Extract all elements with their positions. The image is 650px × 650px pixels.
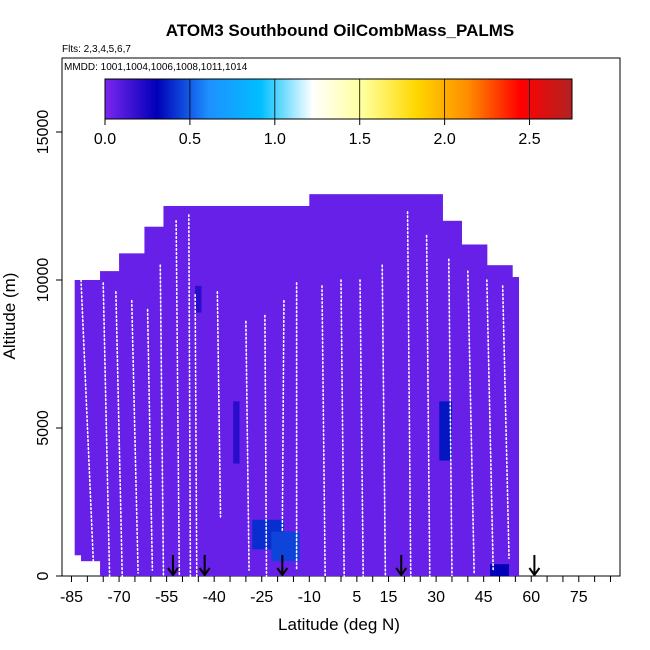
heatmap-column <box>512 277 520 576</box>
chart-title: ATOM3 Southbound OilCombMass_PALMS <box>166 21 515 40</box>
x-tick-label: -85 <box>60 589 83 606</box>
x-tick-label: -25 <box>250 589 273 606</box>
heatmap-column <box>461 244 488 577</box>
arrow-head <box>276 567 289 577</box>
heatmap-column <box>245 206 310 576</box>
flight-track <box>281 299 285 533</box>
y-tick-label: 5000 <box>35 410 52 446</box>
x-tick-label: 5 <box>352 589 361 606</box>
x-tick-label: 15 <box>380 589 398 606</box>
heatmap-cell <box>490 564 510 576</box>
heatmap-column <box>119 253 145 577</box>
flight-track <box>146 308 154 571</box>
heatmap-column <box>74 280 82 556</box>
flight-track <box>264 314 268 577</box>
x-tick-label: 75 <box>570 589 588 606</box>
heatmap-column <box>486 265 513 576</box>
y-tick-label: 10000 <box>35 258 52 303</box>
x-tick-label: -10 <box>298 589 321 606</box>
x-tick-label: 45 <box>475 589 493 606</box>
y-axis: 0 5000 10000 15000 <box>35 110 62 580</box>
flight-track <box>194 293 198 577</box>
flight-track <box>130 299 139 574</box>
colorbar-tick-label: 0.0 <box>94 131 116 148</box>
x-tick-label: 60 <box>522 589 540 606</box>
x-tick-label: -70 <box>108 589 131 606</box>
flight-track <box>425 234 431 577</box>
colorbar-tick-label: 0.5 <box>179 131 201 148</box>
y-tick-label: 15000 <box>35 110 52 155</box>
heatmap-cell <box>195 285 202 313</box>
colorbar-tick-label: 2.0 <box>434 131 456 148</box>
flight-track <box>501 285 510 560</box>
colorbar-gradient <box>104 78 573 120</box>
heatmap-column <box>144 226 164 576</box>
x-axis-label: Latitude (deg N) <box>278 615 400 634</box>
y-axis-label: Altitude (m) <box>0 273 19 360</box>
flight-track <box>359 279 364 577</box>
heatmap-cell <box>439 401 452 461</box>
flight-track <box>175 220 181 577</box>
heatmap-cell <box>233 401 240 464</box>
x-tick-label: 30 <box>427 589 445 606</box>
heatmap-column <box>417 194 443 576</box>
mmdd-label: MMDD: 1001,1004,1006,1008,1011,1014 <box>64 62 248 73</box>
x-tick-label: -40 <box>203 589 226 606</box>
flight-track <box>321 285 326 577</box>
flight-track <box>80 279 95 571</box>
flight-track <box>406 211 412 577</box>
flight-track <box>159 264 165 577</box>
arrow-head <box>395 567 408 577</box>
x-tick-label: -55 <box>155 589 178 606</box>
colorbar-ticks: 0.0 0.5 1.0 1.5 2.0 2.5 <box>94 79 541 148</box>
heatmap-column <box>182 206 247 576</box>
heatmap-cell <box>271 531 300 562</box>
flight-track <box>381 264 387 577</box>
arrows-layer <box>167 555 541 577</box>
flight-track <box>216 291 222 518</box>
heatmap-column <box>163 206 183 576</box>
heatmap-layer <box>74 194 520 577</box>
flight-track <box>245 320 250 571</box>
x-axis: -85 -70 -55 -40 -25 -10 5 15 30 45 60 75 <box>60 576 611 606</box>
arrow-head <box>528 567 541 577</box>
flight-track <box>340 279 345 577</box>
heatmap-column <box>442 220 462 577</box>
colorbar-tick-label: 1.0 <box>264 131 286 148</box>
heatmap-column <box>81 280 101 562</box>
flights-label: Flts: 2,3,4,5,6,7 <box>62 44 131 55</box>
flight-track <box>188 214 192 577</box>
y-tick-label: 0 <box>35 571 52 580</box>
colorbar: 0.0 0.5 1.0 1.5 2.0 2.5 <box>94 78 573 148</box>
flight-track <box>447 258 453 577</box>
arrow-head <box>167 567 179 577</box>
flight-track <box>486 279 494 571</box>
arrow-head <box>198 567 211 577</box>
colorbar-tick-label: 1.5 <box>349 131 371 148</box>
flight-track <box>115 291 124 577</box>
flight-track <box>102 282 111 577</box>
plot-area <box>61 57 621 577</box>
colorbar-tick-label: 2.5 <box>518 131 540 148</box>
heatmap-column <box>372 194 418 576</box>
flight-track <box>467 270 475 574</box>
flight-tracks-layer <box>80 211 510 577</box>
heatmap-column <box>309 194 374 576</box>
